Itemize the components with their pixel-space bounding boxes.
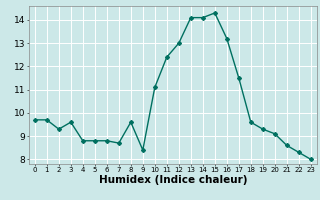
X-axis label: Humidex (Indice chaleur): Humidex (Indice chaleur) (99, 175, 247, 185)
